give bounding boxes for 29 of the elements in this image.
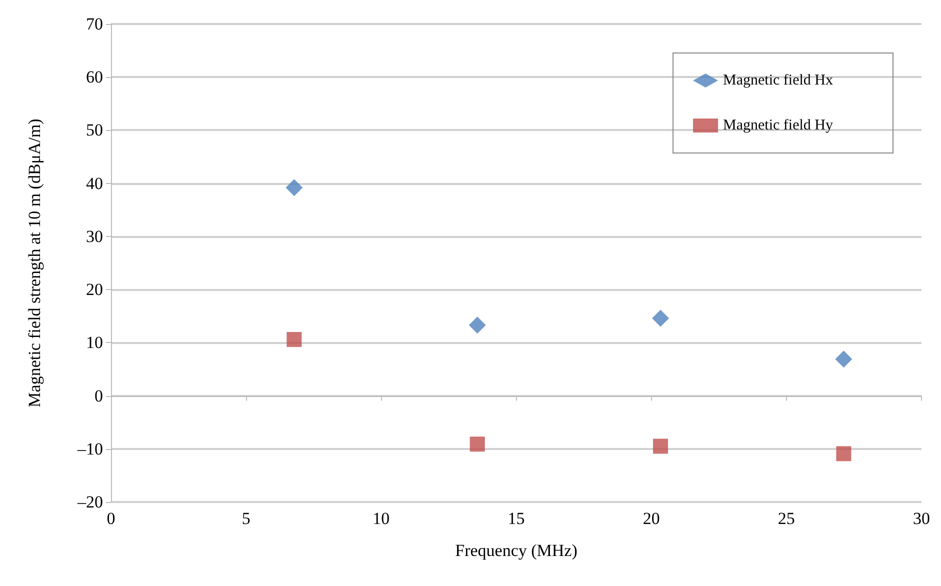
point bbox=[286, 332, 302, 347]
y-tick-label: 0 bbox=[94, 386, 103, 406]
point bbox=[835, 350, 852, 368]
y-tick-label: 20 bbox=[86, 280, 103, 300]
y-axis-title: Magnetic field strength at 10 m (dBμA/m) bbox=[25, 118, 44, 408]
legend-label: Magnetic field Hx bbox=[723, 72, 834, 88]
y-tick-label: 30 bbox=[86, 226, 103, 246]
y-tick-label: 70 bbox=[86, 14, 103, 34]
point bbox=[470, 436, 485, 452]
point bbox=[286, 179, 303, 196]
y-tick-label: –10 bbox=[76, 439, 103, 458]
x-tick-label: 15 bbox=[508, 509, 525, 528]
y-tick-label: 50 bbox=[86, 120, 103, 140]
x-tick-label: 25 bbox=[778, 509, 795, 528]
y-tick-label: –20 bbox=[76, 492, 103, 512]
legend-label: Magnetic field Hy bbox=[723, 118, 834, 134]
x-tick-label: 5 bbox=[242, 509, 250, 528]
point bbox=[468, 316, 486, 334]
point bbox=[653, 438, 668, 454]
y-tick-label: 40 bbox=[86, 174, 103, 193]
x-tick-label: 0 bbox=[106, 509, 116, 528]
x-tick-label: 30 bbox=[913, 509, 930, 528]
x-tick-label: 20 bbox=[642, 509, 660, 528]
x-tick-label: 10 bbox=[372, 509, 390, 528]
point bbox=[652, 310, 670, 327]
y-tick-label: 10 bbox=[86, 333, 103, 352]
point bbox=[836, 446, 852, 462]
x-axis-title: Frequency (MHz) bbox=[455, 541, 578, 560]
y-tick-label: 60 bbox=[86, 68, 103, 87]
